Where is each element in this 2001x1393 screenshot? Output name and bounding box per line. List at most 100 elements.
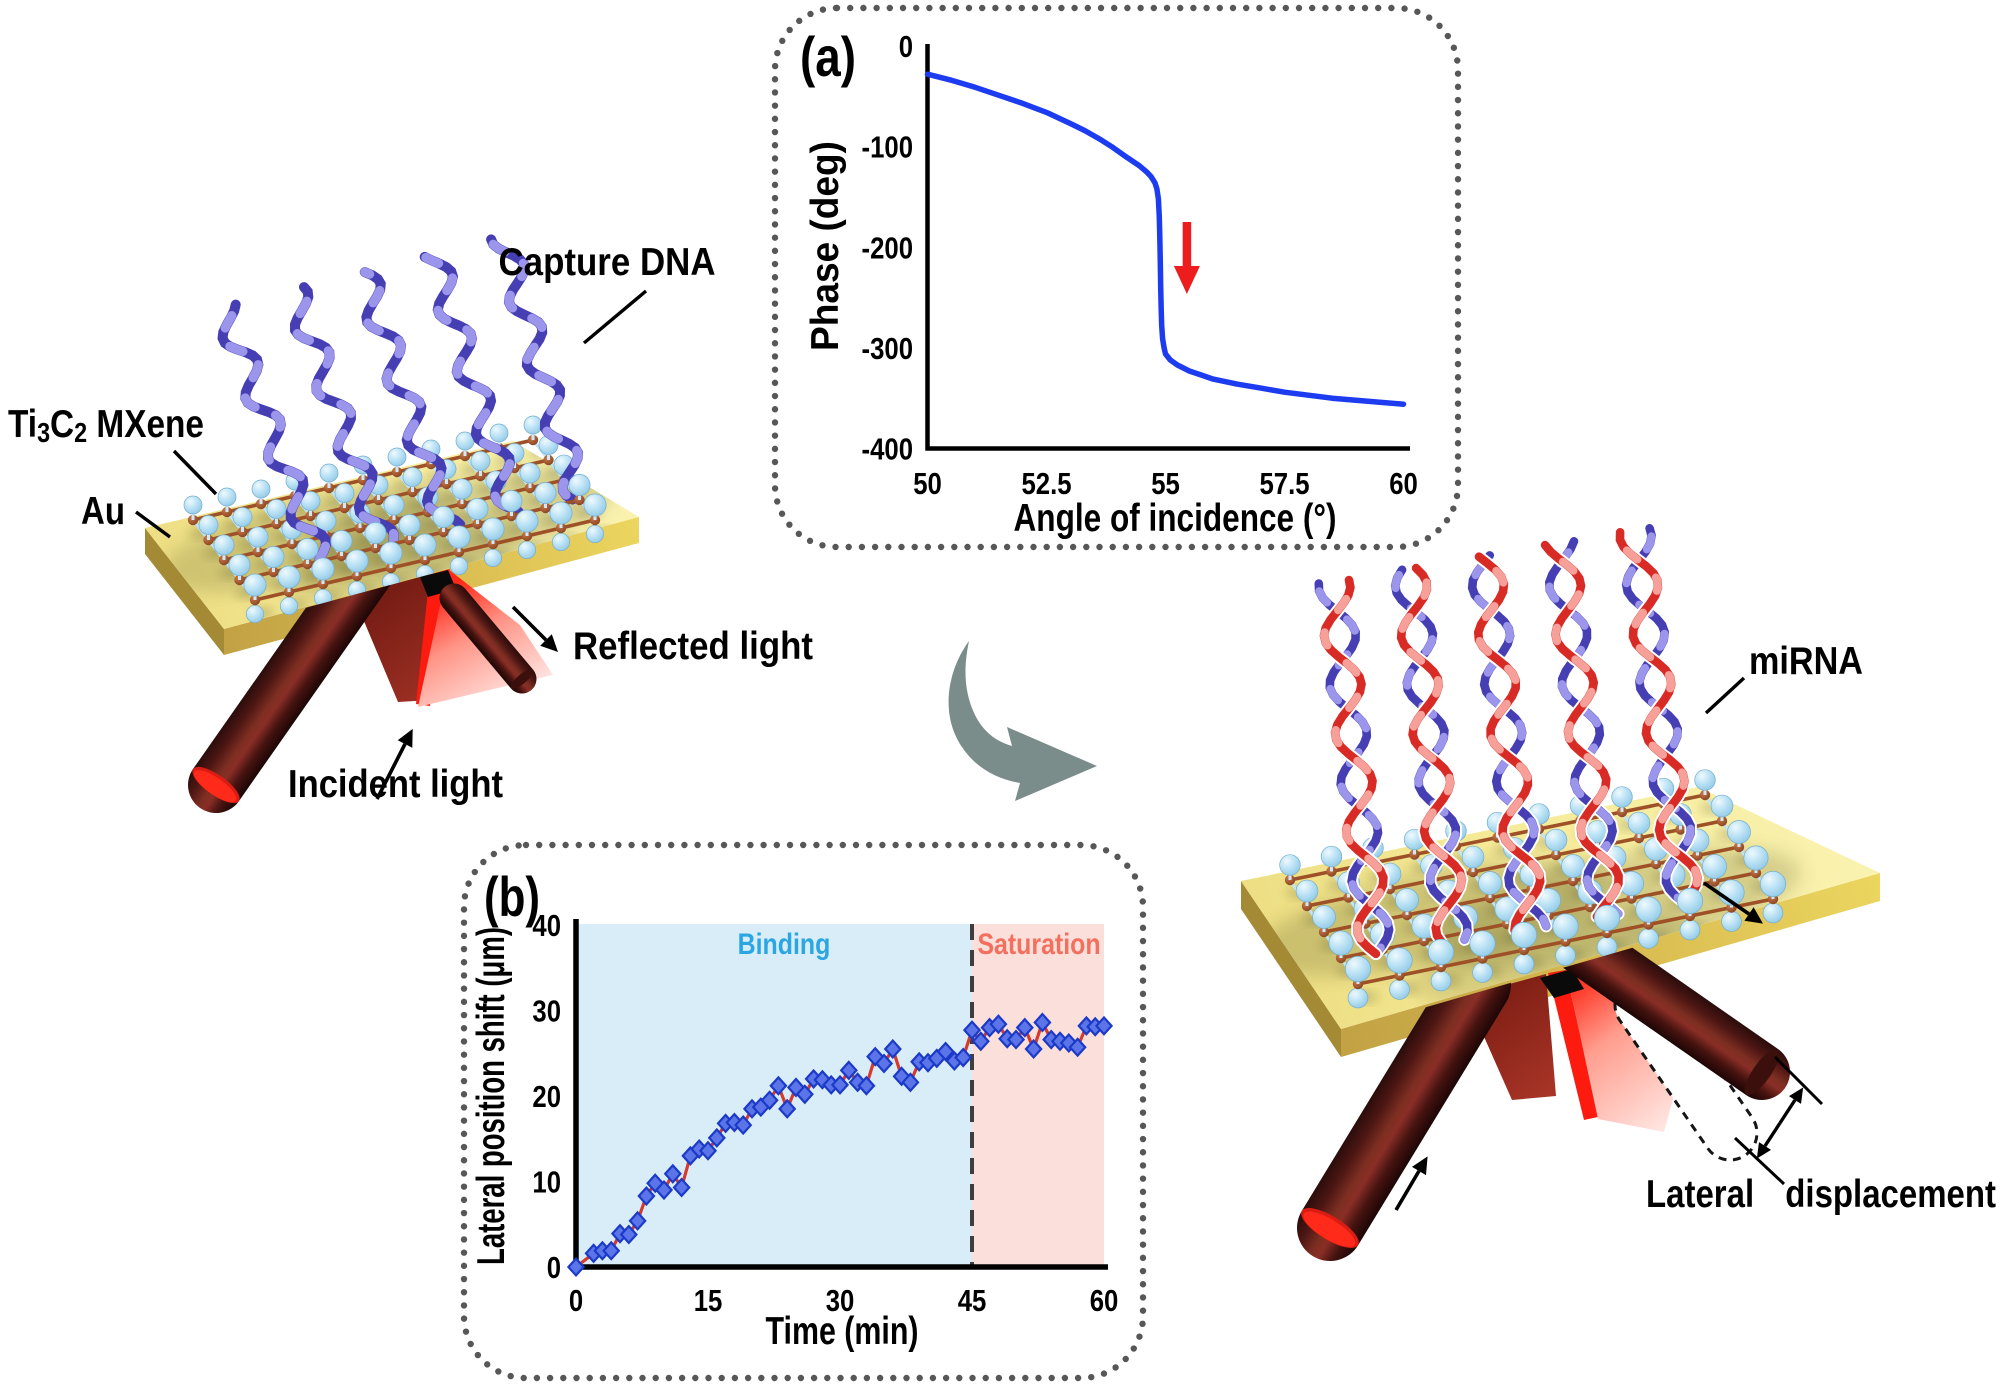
b-data-marker [734, 1115, 753, 1136]
transition-arrow [948, 641, 1097, 801]
gold-chip-mirna-g-circle [1295, 879, 1319, 903]
b-binding-label: Binding [738, 928, 831, 961]
gold-chip-mirna-g-line [1357, 973, 1400, 986]
b-data-marker [672, 1177, 691, 1198]
lateral-displacement-arrow-g-polygon [1789, 1087, 1804, 1104]
sensor-before-binding: Capture DNA Ti3C2 MXene Au Reflected lig… [8, 234, 813, 813]
panel-b-y-axis-title: Lateral position shift (μm) [470, 927, 513, 1265]
gold-chip-g-circle [247, 526, 269, 548]
mxene-label-tspan: 2 [74, 417, 87, 448]
gold-chip-g-line [254, 590, 290, 602]
b-data-marker [848, 1072, 867, 1093]
capture-dna-strand-path [217, 300, 331, 564]
gold-chip-g-circle [364, 522, 387, 544]
au-pointer-line [134, 510, 172, 539]
b-data-marker [962, 1020, 982, 1041]
b-x-tick-label: 0 [569, 1283, 583, 1318]
gold-chip-mirna-g-circle [1759, 870, 1787, 898]
gold-chip-g-circle [243, 573, 267, 597]
reflected-beam-cylinder-ellipse [1744, 1048, 1780, 1096]
b-data-marker [646, 1173, 665, 1194]
gold-plate-left-face [145, 528, 224, 655]
gold-chip-g-circle [481, 517, 505, 541]
gold-chip-g-circle [232, 507, 253, 527]
incident-light-arrow-g-line [375, 743, 407, 800]
gold-chip-mirna-g-line [1548, 905, 1591, 918]
b-data-marker [698, 1140, 718, 1161]
gold-chip-mirna-g-line [1621, 801, 1664, 814]
incident-direction-arrow [1394, 1156, 1428, 1211]
b-data-marker [1033, 1012, 1052, 1033]
gold-chip-g-circle [315, 510, 337, 532]
a-resonance-arrow-polygon [1173, 266, 1200, 294]
a-y-tick-label: -400 [862, 432, 914, 467]
displacement-extension-line-2 [1733, 1136, 1786, 1186]
reflected-light-arrow [511, 605, 558, 652]
gold-chip-mirna-g-circle [1427, 938, 1455, 966]
a-y-tick-label: -200 [862, 230, 914, 265]
incident-direction-arrow-g-polygon [1412, 1156, 1428, 1176]
gold-chip-mirna-g-line [1440, 956, 1483, 969]
gold-chip-g-circle [466, 498, 489, 520]
gold-chip-g-circle [515, 509, 539, 533]
gold-chip-g-line [424, 550, 460, 562]
gold-chip-g-circle [183, 495, 203, 515]
gold-chip-g-circle [228, 554, 251, 576]
gold-chip-mirna-g-circle [1552, 913, 1579, 940]
mirna-duplex-strand [1538, 535, 1625, 923]
panel-b-kinetics-chart-g: Binding Saturation 0 10 20 30 40 0 15 30 45 60 [532, 908, 1118, 1318]
gold-chip-g-line [560, 518, 596, 530]
b-data-marker [936, 1041, 955, 1062]
gold-chip-g-circle [345, 549, 369, 573]
gold-chip-g-circle [517, 540, 537, 560]
sensor-before-binding-g [145, 234, 639, 813]
gold-chip-g-circle [402, 467, 423, 487]
mirna-duplex-strand-path [1319, 576, 1388, 958]
a-phase-curve [924, 71, 1407, 407]
b-data-marker [1015, 1017, 1034, 1038]
gold-chip-g-circle [296, 538, 319, 560]
b-data-marker [707, 1127, 726, 1148]
a-y-tick-label: -300 [862, 331, 914, 366]
incident-light-label: Incident light [288, 763, 503, 806]
mirna-duplex-strand-path [1622, 524, 1695, 907]
incident-light-arrow-g [375, 728, 413, 800]
panel-a-dotted-border [771, 4, 1462, 551]
mirna-duplex-strand-path [1397, 564, 1467, 947]
panel-b-dotted-border [460, 841, 1147, 1382]
mxene-label: Ti3C2 MXene [8, 403, 204, 448]
b-data-marker [654, 1180, 674, 1201]
gold-chip-g-circle [585, 524, 605, 544]
incident-beam-cylinder [188, 540, 397, 813]
mirna-duplex-strand-path [1615, 528, 1702, 907]
b-data-marker [566, 1256, 586, 1278]
b-x-tick-label: 45 [958, 1283, 987, 1318]
b-region-saturation [972, 924, 1104, 1266]
capture-dna-strand [486, 234, 584, 505]
capture-dna-strand-path [360, 267, 465, 530]
b-data-marker [769, 1075, 788, 1096]
b-data-marker [1068, 1037, 1087, 1058]
gold-chip-g-circle [523, 415, 543, 435]
reflected-beam-cylinder-ellipse [510, 669, 534, 689]
gold-chip-mirna-g-circle [1461, 845, 1485, 869]
b-x-tick-label: 15 [694, 1283, 723, 1318]
b-data-marker [1094, 1015, 1114, 1036]
reflected-beam-cylinder [439, 583, 537, 694]
gold-chip-g-circle [334, 483, 355, 503]
capture-dna-strand-path [420, 252, 524, 517]
capture-dna-strand [290, 282, 400, 546]
gold-chip-g-circle [245, 604, 265, 624]
mxene-label-tspan: Ti [8, 403, 37, 446]
b-data-marker [760, 1090, 779, 1111]
gold-chip-g-circle [432, 506, 455, 528]
gold-chip-mirna-g-line [1565, 931, 1608, 944]
b-data-marker [954, 1047, 973, 1068]
gold-chip-mirna-g-line [1606, 922, 1649, 935]
b-data-marker [857, 1075, 876, 1096]
incident-beam-cylinder [1297, 951, 1511, 1261]
gold-chip-mirna-g-circle [1694, 769, 1716, 791]
